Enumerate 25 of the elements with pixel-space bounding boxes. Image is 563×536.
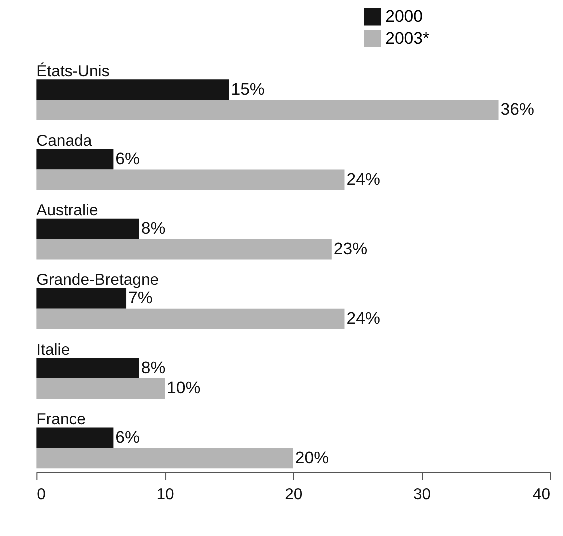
data-label: 8%	[141, 358, 166, 378]
y-tick-label: France	[36, 411, 86, 428]
y-tick-label: Canada	[36, 133, 92, 150]
legend-label: 2003*	[386, 28, 430, 48]
data-label: 15%	[231, 80, 265, 99]
data-label: 7%	[128, 288, 153, 308]
data-label: 36%	[500, 100, 534, 120]
y-tick-label: Italie	[36, 342, 70, 359]
y-tick-label: États-Unis	[36, 62, 110, 80]
data-label: 24%	[346, 309, 380, 328]
x-tick-label: 0	[37, 486, 46, 504]
data-label: 23%	[334, 239, 368, 258]
legend-label: 2000	[386, 7, 424, 26]
y-tick-label: Australie	[36, 202, 99, 220]
data-label: 20%	[295, 448, 330, 468]
data-label: 6%	[116, 149, 140, 168]
data-label: 6%	[116, 428, 140, 447]
y-tick-label: Grande-Bretagne	[36, 272, 160, 290]
x-tick-label: 10	[156, 486, 175, 504]
x-tick-label: 40	[532, 486, 551, 504]
data-label: 10%	[167, 378, 201, 398]
data-label: 24%	[346, 170, 380, 189]
x-tick-label: 30	[413, 486, 432, 504]
x-tick-label: 20	[285, 486, 303, 504]
data-label: 8%	[141, 219, 166, 238]
